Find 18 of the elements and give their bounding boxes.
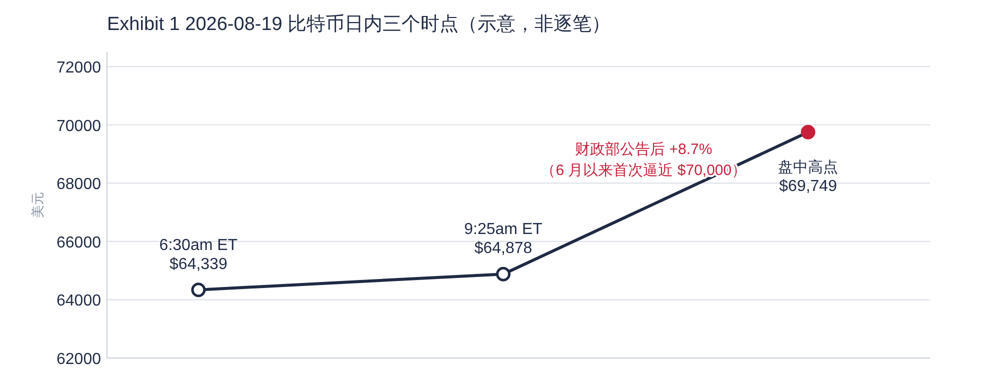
chart-title: Exhibit 1 2026-08-19 比特币日内三个时点（示意，非逐笔） (107, 14, 611, 35)
point (191, 282, 206, 298)
data-label: $69,749 (779, 178, 838, 196)
point (800, 124, 816, 140)
y-tick-label: 66000 (56, 234, 102, 252)
y-tick-label: 68000 (56, 176, 102, 194)
point (496, 266, 511, 282)
x-tick-label: 盘中高点 (778, 159, 838, 176)
y-axis-title: 美元 (30, 192, 45, 218)
x-tick-label: 6:30am ET (159, 236, 238, 254)
y-tick-label: 72000 (56, 60, 102, 77)
y-tick-label: 64000 (56, 292, 102, 310)
annotation: 财政部公告后 +8.7% (575, 141, 712, 158)
data-label: $64,339 (170, 256, 228, 273)
data-label: $64,878 (474, 240, 532, 258)
x-tick-label: 9:25am ET (464, 221, 543, 238)
y-tick-label: 70000 (56, 118, 102, 135)
y-tick-label: 62000 (56, 351, 102, 368)
